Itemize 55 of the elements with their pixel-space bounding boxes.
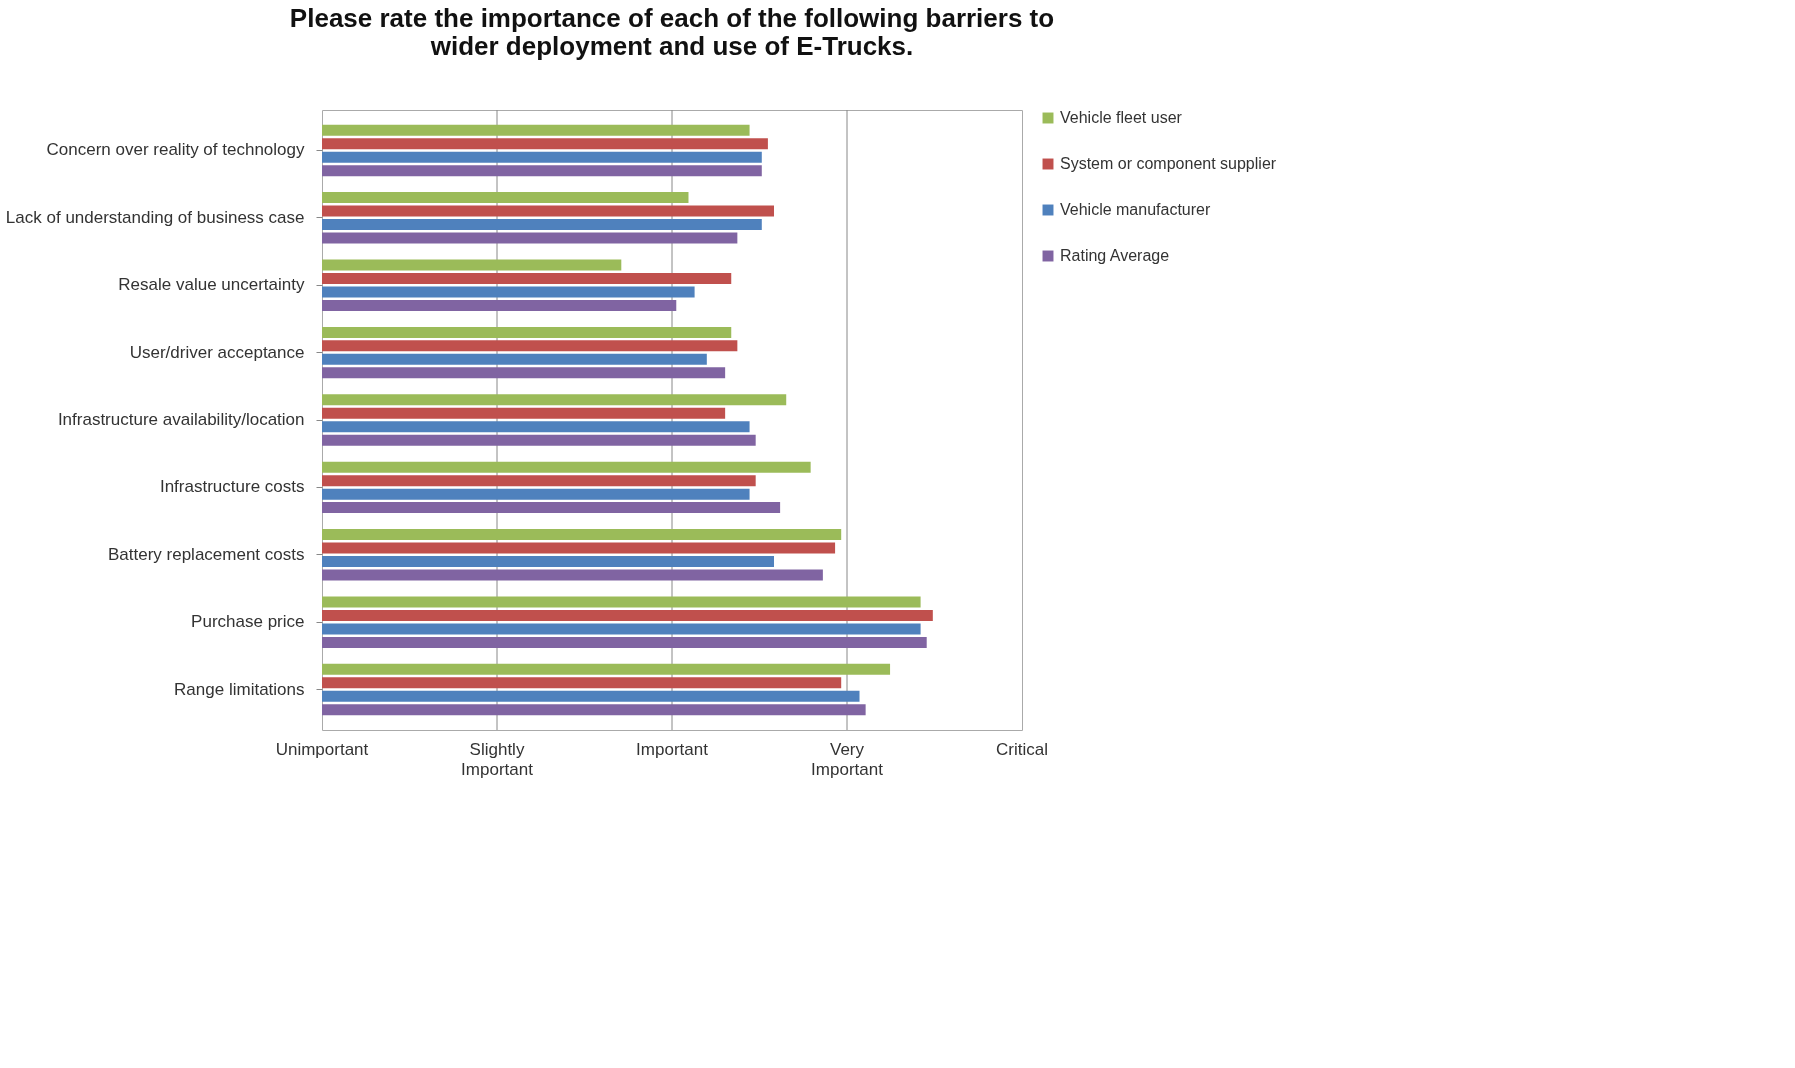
bar xyxy=(322,609,933,621)
bar xyxy=(322,326,732,338)
bar xyxy=(322,421,750,433)
bar xyxy=(322,475,756,487)
bar xyxy=(322,623,921,635)
text: Very Important xyxy=(811,740,884,779)
bar xyxy=(322,529,842,541)
y-tick-label: Infrastructure availability/location xyxy=(57,410,305,429)
text: Critical xyxy=(996,740,1048,759)
y-tick-label: Infrastructure costs xyxy=(159,477,305,497)
legend-label: Vehicle manufacturer xyxy=(1060,201,1211,218)
bar xyxy=(322,704,866,716)
bar xyxy=(322,663,891,675)
bar xyxy=(322,542,836,554)
bar xyxy=(322,165,762,177)
y-tick-label: User/driver acceptance xyxy=(129,342,305,362)
y-tick-label: Resale value uncertainty xyxy=(118,275,305,295)
bar xyxy=(322,677,842,689)
bar xyxy=(322,488,750,500)
bar xyxy=(322,259,622,271)
bar xyxy=(322,205,775,217)
bar xyxy=(322,272,732,284)
bar xyxy=(322,299,677,311)
bar xyxy=(322,340,738,352)
bar xyxy=(322,367,726,379)
bar xyxy=(322,636,927,648)
y-tick-label: Lack of understanding of business case xyxy=(5,207,305,227)
chart-title: Please rate the importance of each of the following barriers to wider deployment and use of E-Trucks. xyxy=(289,2,1055,61)
bar xyxy=(322,690,860,702)
text: Unimportant xyxy=(275,740,369,759)
bar xyxy=(322,596,921,608)
legend-label: Vehicle fleet user xyxy=(1060,109,1183,126)
bar xyxy=(322,286,695,298)
legend-label: Rating Average xyxy=(1060,247,1170,264)
bar xyxy=(322,434,756,446)
bar xyxy=(322,151,762,163)
bar xyxy=(322,138,768,150)
y-tick-label: Purchase price xyxy=(191,612,305,632)
bar xyxy=(322,556,775,568)
bar xyxy=(322,219,762,231)
bar xyxy=(322,232,738,244)
text: Slightly Important xyxy=(461,740,534,779)
bar xyxy=(322,192,689,204)
bar xyxy=(322,407,726,419)
text: Important xyxy=(636,740,709,759)
bar xyxy=(322,461,811,473)
bar xyxy=(322,569,823,581)
bar xyxy=(322,502,781,514)
y-tick-label: Concern over reality of technology xyxy=(46,140,305,160)
y-tick-label: Battery replacement costs xyxy=(107,544,305,564)
y-tick-label: Range limitations xyxy=(174,679,305,699)
bar xyxy=(322,124,750,136)
bar xyxy=(322,353,707,365)
bar xyxy=(322,394,787,406)
legend-label: System or component supplier xyxy=(1060,155,1277,172)
